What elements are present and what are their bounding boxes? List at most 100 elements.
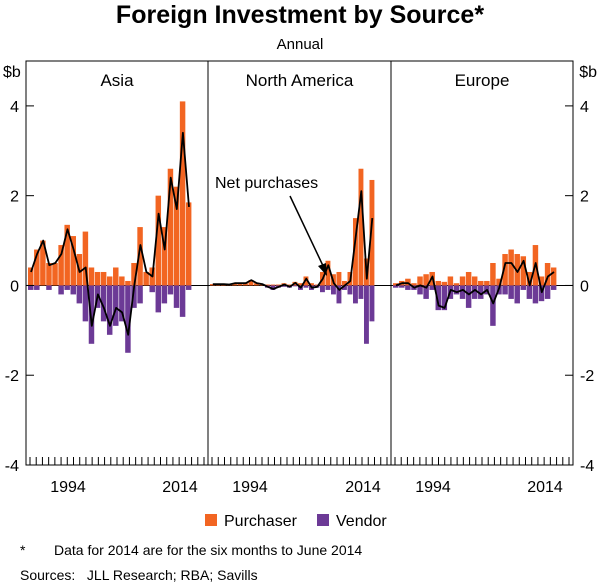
vendor-bar: [180, 285, 185, 316]
purchaser-bar: [89, 267, 94, 285]
purchaser-bar: [271, 285, 276, 286]
legend-purchaser-label: Purchaser: [224, 513, 298, 530]
y-tick-label-left: -2: [5, 368, 19, 385]
panel-north-america: North America 1994 2014: [208, 61, 387, 496]
vendor-bar: [405, 285, 410, 289]
vendor-bar: [490, 285, 495, 325]
purchaser-bar: [46, 263, 51, 285]
vendor-bar: [331, 285, 336, 294]
purchaser-bar: [454, 283, 459, 285]
vendor-bar: [107, 285, 112, 334]
x-tick-label: 2014: [162, 479, 198, 496]
x-tick-label: 1994: [232, 479, 268, 496]
purchaser-bar: [490, 263, 495, 285]
purchaser-bar: [119, 276, 124, 285]
x-tick-label: 1994: [50, 479, 86, 496]
purchaser-bar: [95, 272, 100, 285]
purchaser-bar: [101, 272, 106, 285]
vendor-bar: [28, 285, 33, 289]
legend-vendor-label: Vendor: [336, 513, 387, 530]
panels: Asia 1994 2014 North America 1994 2014 Europe 1…: [28, 61, 569, 496]
y-tick-label-right: 2: [580, 189, 589, 206]
vendor-bar: [77, 285, 82, 303]
vendor-bar: [174, 285, 179, 307]
purchaser-bar: [417, 276, 422, 285]
x-tick-label: 2014: [345, 479, 381, 496]
y-tick-label-left: 0: [10, 278, 19, 295]
vendor-bar: [364, 285, 369, 343]
x-tick-label: 1994: [415, 479, 451, 496]
chart-subtitle: Annual: [277, 36, 324, 53]
purchaser-bar: [125, 281, 130, 285]
y-tick-label-left: 2: [10, 189, 19, 206]
legend-purchaser-swatch: [205, 514, 217, 526]
vendor-bar: [545, 285, 550, 298]
vendor-bar: [304, 285, 309, 287]
y-tick-label-right: 4: [580, 99, 589, 116]
purchaser-bar: [466, 272, 471, 285]
purchaser-bar: [551, 267, 556, 285]
y-tick-label-left: 4: [10, 99, 19, 116]
vendor-bar: [162, 285, 167, 303]
purchaser-bar: [484, 281, 489, 285]
y-unit-right: $b: [579, 64, 597, 81]
purchaser-bar: [442, 282, 447, 286]
vendor-bar: [353, 285, 358, 303]
vendor-bar: [156, 285, 161, 312]
legend-vendor-swatch: [317, 514, 329, 526]
y-tick-label-right: -2: [580, 368, 594, 385]
footnote-text: Data for 2014 are for the six months to …: [54, 542, 362, 558]
purchaser-bar: [436, 281, 441, 285]
vendor-bar: [521, 285, 526, 289]
vendor-bar: [149, 285, 154, 292]
vendor-bar: [527, 285, 532, 298]
vendor-bar: [370, 285, 375, 321]
y-tick-label-right: -4: [580, 458, 594, 475]
chart: Foreign Investment by Source* Annual $b …: [0, 0, 600, 540]
vendor-bar: [466, 285, 471, 307]
purchaser-bar: [508, 250, 513, 286]
y-tick-label-left: -4: [5, 458, 19, 475]
purchaser-bar: [180, 101, 185, 285]
vendor-bar: [502, 285, 507, 294]
purchaser-bar: [52, 263, 57, 285]
sources-note: Sources: JLL Research; RBA; Savills: [20, 567, 258, 583]
vendor-bar: [326, 285, 331, 289]
footnote: * Data for 2014 are for the six months to…: [20, 542, 362, 558]
purchaser-bar: [472, 276, 477, 285]
panel-title: Asia: [100, 71, 134, 90]
vendor-bar: [34, 285, 39, 289]
purchaser-bar: [460, 276, 465, 285]
vendor-bar: [71, 285, 76, 294]
purchaser-bar: [448, 276, 453, 285]
vendor-bar: [137, 285, 142, 303]
purchaser-bar: [337, 272, 342, 285]
y-tick-label-right: 0: [580, 278, 589, 295]
x-tick-label: 2014: [527, 479, 563, 496]
vendor-bar: [46, 285, 51, 289]
vendor-bar: [359, 285, 364, 298]
vendor-bar: [320, 285, 325, 292]
vendor-bar: [168, 285, 173, 294]
vendor-bar: [508, 285, 513, 298]
chart-title: Foreign Investment by Source*: [116, 1, 484, 29]
annotation-net-purchases: Net purchases: [215, 175, 318, 192]
panel-title: Europe: [455, 71, 510, 90]
vendor-bar: [113, 285, 118, 325]
purchaser-bar: [113, 267, 118, 285]
panel-title: North America: [246, 71, 354, 90]
vendor-bar: [293, 285, 298, 286]
y-unit-left: $b: [3, 64, 21, 81]
vendor-bar: [393, 285, 398, 287]
vendor-bar: [186, 285, 191, 289]
annotation-arrow-line: [290, 196, 325, 270]
vendor-bar: [551, 285, 556, 289]
purchaser-bar: [478, 281, 483, 285]
vendor-bar: [348, 285, 353, 294]
vendor-bar: [454, 285, 459, 294]
vendor-bar: [64, 285, 69, 289]
purchaser-bar: [107, 276, 112, 285]
vendor-bar: [399, 285, 404, 287]
panel-europe: Europe 1994 2014: [391, 61, 569, 496]
vendor-bar: [58, 285, 63, 294]
